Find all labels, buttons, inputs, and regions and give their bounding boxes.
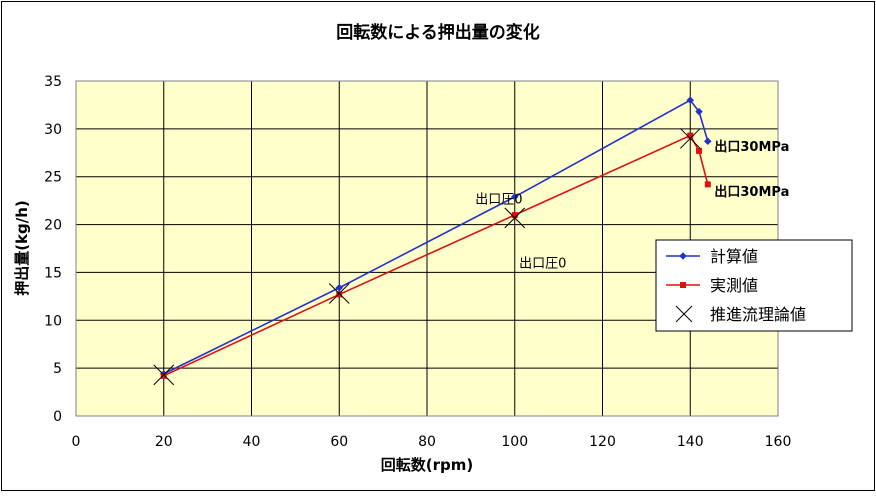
y-tick-label: 0: [53, 409, 62, 425]
series-1: [159, 96, 712, 378]
legend-marker: [679, 252, 687, 260]
y-axis-ticks: 0 5 10 15 20 25 30 35: [44, 74, 62, 425]
annotation-label: 出口30MPa: [714, 184, 789, 200]
data-point: [160, 372, 167, 379]
data-point: [510, 192, 519, 201]
x-tick-label: 20: [155, 434, 173, 450]
legend-item-1: 計算値: [666, 247, 758, 266]
y-tick-label: 25: [44, 170, 62, 186]
annotation-label: 出口圧0: [475, 193, 522, 208]
data-point: [696, 147, 703, 154]
x-tick-label: 140: [677, 434, 704, 450]
series-layer: [153, 96, 712, 386]
series-3: [153, 128, 701, 386]
legend-item-2: 実測値: [666, 276, 758, 295]
y-tick-label: 35: [44, 74, 62, 90]
annotation-label: 出口圧0: [519, 257, 566, 272]
y-tick-label: 10: [44, 313, 62, 329]
legend-label: 推進流理論値: [710, 305, 806, 324]
y-tick-label: 5: [53, 361, 62, 377]
y-tick-label: 30: [44, 122, 62, 138]
data-point: [687, 132, 694, 139]
data-point: [511, 212, 518, 218]
legend-marker: [680, 282, 686, 288]
x-tick-label: 160: [765, 434, 792, 450]
x-tick-label: 60: [330, 434, 348, 450]
data-point: [679, 128, 701, 149]
annotations: 出口圧0 出口圧0 出口30MPa 出口30MPa: [475, 139, 789, 272]
series-line: [163, 99, 709, 375]
x-tick-label: 0: [72, 434, 81, 450]
data-point: [153, 364, 175, 386]
series-line: [163, 134, 709, 377]
series-2: [160, 132, 711, 379]
chart-title: 回転数による押出量の変化: [336, 22, 540, 43]
x-tick-label: 120: [589, 434, 616, 450]
annotation-label: 出口30MPa: [714, 139, 789, 155]
data-point: [504, 207, 526, 229]
data-point: [328, 283, 350, 304]
data-point: [336, 291, 343, 298]
y-tick-label: 20: [44, 218, 62, 234]
data-point: [703, 137, 712, 146]
x-tick-label: 80: [418, 434, 436, 450]
y-tick-label: 15: [44, 265, 62, 281]
legend-item-3: 推進流理論値: [675, 305, 806, 324]
x-tick-label: 100: [501, 434, 528, 450]
x-axis-label: 回転数(rpm): [381, 456, 473, 474]
data-point: [335, 283, 344, 292]
legend-label: 計算値: [710, 247, 758, 266]
y-axis-label: 押出量(kg/h): [13, 200, 31, 296]
data-point: [704, 181, 711, 188]
data-point: [695, 107, 703, 116]
x-axis-ticks: 0 20 40 60 80 100 120 140 160: [72, 434, 792, 450]
x-tick-label: 40: [243, 434, 261, 450]
legend-marker: [675, 305, 693, 323]
legend-label: 実測値: [710, 276, 758, 295]
data-point: [686, 96, 695, 104]
